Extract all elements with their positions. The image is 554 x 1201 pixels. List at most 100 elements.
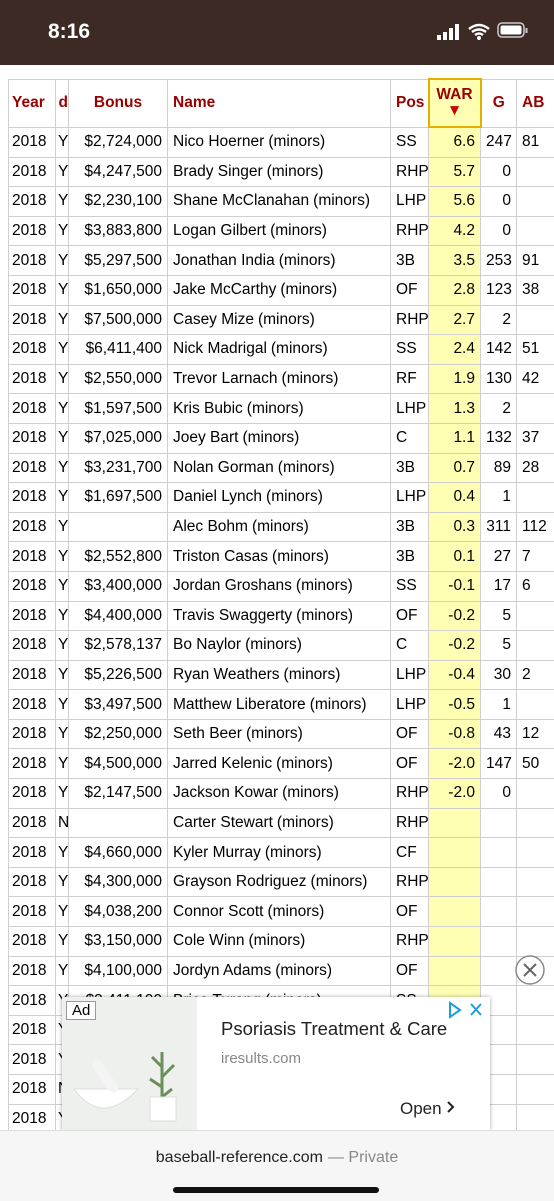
- minors-link[interactable]: (minors): [242, 429, 299, 446]
- ad-cta[interactable]: Open: [400, 1099, 458, 1119]
- position[interactable]: SS: [396, 133, 417, 150]
- player-name[interactable]: Trevor Larnach: [173, 370, 278, 387]
- player-name[interactable]: Bo Naylor: [173, 636, 241, 653]
- year: 2018: [12, 133, 46, 150]
- header-ab[interactable]: AB: [517, 79, 554, 127]
- minors-link[interactable]: (minors): [268, 133, 325, 150]
- minors-link[interactable]: (minors): [267, 903, 324, 920]
- site[interactable]: baseball-reference.com: [156, 1149, 323, 1166]
- minors-link[interactable]: (minors): [258, 311, 315, 328]
- minors-link[interactable]: (minors): [272, 548, 329, 565]
- minors-link[interactable]: (minors): [245, 636, 302, 653]
- player-name[interactable]: Nick Madrigal: [173, 340, 267, 357]
- player-name[interactable]: Daniel Lynch: [173, 488, 262, 505]
- minors-link[interactable]: (minors): [270, 222, 327, 239]
- minors-link[interactable]: (minors): [265, 844, 322, 861]
- position[interactable]: C: [396, 429, 407, 446]
- minors-link[interactable]: (minors): [311, 873, 368, 890]
- minors-link[interactable]: (minors): [284, 666, 341, 683]
- position[interactable]: RHP: [396, 814, 429, 831]
- ad-cta-text[interactable]: Open: [400, 1099, 442, 1118]
- position[interactable]: LHP: [396, 666, 426, 683]
- minors-link[interactable]: (minors): [310, 696, 367, 713]
- player-name[interactable]: Jordan Groshans: [173, 577, 292, 594]
- close-ad-button[interactable]: [514, 954, 546, 986]
- player-name[interactable]: Kris Bubic: [173, 400, 243, 417]
- position[interactable]: RHP: [396, 784, 429, 801]
- position[interactable]: OF: [396, 725, 418, 742]
- position[interactable]: RHP: [396, 873, 429, 890]
- minors-link[interactable]: (minors): [252, 518, 309, 535]
- minors-link[interactable]: (minors): [282, 370, 339, 387]
- position[interactable]: OF: [396, 755, 418, 772]
- position[interactable]: SS: [396, 577, 417, 594]
- position[interactable]: RF: [396, 370, 417, 387]
- header-name[interactable]: Name: [168, 79, 391, 127]
- minors-link[interactable]: (minors): [275, 962, 332, 979]
- minors-link[interactable]: (minors): [282, 784, 339, 801]
- minors-link[interactable]: (minors): [246, 725, 303, 742]
- minors-link[interactable]: (minors): [280, 281, 337, 298]
- position[interactable]: C: [396, 636, 407, 653]
- position[interactable]: LHP: [396, 696, 426, 713]
- minors-link[interactable]: (minors): [276, 755, 333, 772]
- minors-link[interactable]: (minors): [267, 163, 324, 180]
- player-name[interactable]: Jonathan India: [173, 252, 275, 269]
- ad-choices[interactable]: [447, 1001, 487, 1019]
- position[interactable]: 3B: [396, 252, 415, 269]
- position[interactable]: 3B: [396, 548, 415, 565]
- header-year[interactable]: Year: [9, 79, 56, 127]
- minors-link[interactable]: (minors): [296, 577, 353, 594]
- position[interactable]: RHP: [396, 932, 429, 949]
- minors-link[interactable]: (minors): [249, 932, 306, 949]
- player-name[interactable]: Matthew Liberatore: [173, 696, 306, 713]
- player-name[interactable]: Travis Swaggerty: [173, 607, 292, 624]
- minors-link[interactable]: (minors): [296, 607, 353, 624]
- position[interactable]: RHP: [396, 222, 429, 239]
- position[interactable]: OF: [396, 903, 418, 920]
- player-name[interactable]: Logan Gilbert: [173, 222, 266, 239]
- position[interactable]: OF: [396, 962, 418, 979]
- position[interactable]: OF: [396, 607, 418, 624]
- player-name[interactable]: Nico Hoerner: [173, 133, 264, 150]
- minors-link[interactable]: (minors): [266, 488, 323, 505]
- header-signed[interactable]: d: [56, 79, 69, 127]
- url-line[interactable]: baseball-reference.com— Private: [0, 1149, 554, 1167]
- minors-link[interactable]: (minors): [278, 459, 335, 476]
- position[interactable]: RHP: [396, 163, 429, 180]
- position[interactable]: RHP: [396, 311, 429, 328]
- player-name[interactable]: Nolan Gorman: [173, 459, 274, 476]
- player-name[interactable]: Brady Singer: [173, 163, 263, 180]
- bonus-cell: $2,550,000: [69, 364, 168, 394]
- position[interactable]: 3B: [396, 459, 415, 476]
- player-name[interactable]: Triston Casas: [173, 548, 268, 565]
- position-cell: OF: [391, 275, 429, 305]
- minors-link[interactable]: (minors): [277, 814, 334, 831]
- position[interactable]: SS: [396, 340, 417, 357]
- position[interactable]: 3B: [396, 518, 415, 535]
- position[interactable]: CF: [396, 844, 417, 861]
- ad-banner[interactable]: Ad Psoriasis Treatment & Care iresults.c…: [62, 997, 490, 1130]
- position[interactable]: LHP: [396, 192, 426, 209]
- minors-link[interactable]: (minors): [247, 400, 304, 417]
- ad-headline[interactable]: Psoriasis Treatment & Care: [221, 1018, 447, 1040]
- player-name[interactable]: Ryan Weathers: [173, 666, 280, 683]
- header-pos[interactable]: Pos: [391, 79, 429, 127]
- player-name[interactable]: Seth Beer: [173, 725, 242, 742]
- player-name[interactable]: Jake McCarthy: [173, 281, 276, 298]
- player-name[interactable]: Shane McClanahan: [173, 192, 309, 209]
- position[interactable]: LHP: [396, 488, 426, 505]
- header-g[interactable]: G: [481, 79, 517, 127]
- minors-link[interactable]: (minors): [313, 192, 370, 209]
- player-name[interactable]: Alec Bohm: [173, 518, 248, 535]
- position[interactable]: LHP: [396, 400, 426, 417]
- player-name[interactable]: Jarred Kelenic: [173, 755, 272, 772]
- minors-link[interactable]: (minors): [279, 252, 336, 269]
- player-name[interactable]: Casey Mize: [173, 311, 254, 328]
- header-bonus[interactable]: Bonus: [69, 79, 168, 127]
- minors-link[interactable]: (minors): [271, 340, 328, 357]
- header-war[interactable]: WAR▼: [429, 79, 481, 127]
- player-name[interactable]: Joey Bart: [173, 429, 238, 446]
- position[interactable]: OF: [396, 281, 418, 298]
- player-name[interactable]: Jackson Kowar: [173, 784, 278, 801]
